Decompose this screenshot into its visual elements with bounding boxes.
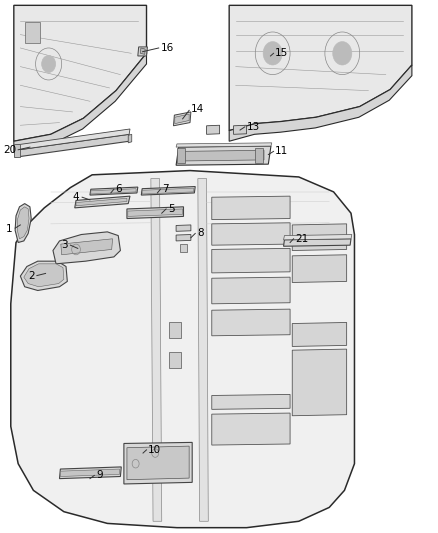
Polygon shape (128, 209, 183, 216)
Polygon shape (15, 134, 129, 157)
Polygon shape (142, 188, 194, 194)
Text: 21: 21 (295, 234, 308, 244)
Polygon shape (127, 207, 184, 219)
Polygon shape (229, 65, 412, 141)
Polygon shape (141, 48, 145, 54)
Text: 8: 8 (197, 229, 204, 238)
Polygon shape (207, 125, 219, 134)
Text: 7: 7 (162, 184, 169, 193)
Polygon shape (20, 261, 67, 290)
Polygon shape (212, 196, 290, 220)
Text: 16: 16 (160, 43, 174, 53)
Polygon shape (15, 204, 31, 243)
Polygon shape (176, 225, 191, 231)
Polygon shape (212, 309, 290, 336)
Polygon shape (24, 264, 64, 287)
Polygon shape (75, 196, 130, 208)
Polygon shape (198, 179, 208, 521)
Text: 2: 2 (28, 271, 35, 281)
Polygon shape (169, 322, 181, 338)
Polygon shape (60, 467, 121, 479)
Polygon shape (255, 148, 263, 163)
Polygon shape (11, 171, 354, 528)
Polygon shape (127, 446, 189, 480)
Polygon shape (76, 198, 127, 206)
Text: 1: 1 (6, 224, 13, 234)
Polygon shape (15, 129, 130, 150)
Polygon shape (212, 277, 290, 304)
Text: 15: 15 (276, 49, 289, 58)
Polygon shape (138, 47, 147, 56)
Polygon shape (173, 112, 191, 126)
Polygon shape (151, 179, 162, 521)
Polygon shape (91, 189, 136, 194)
Text: 3: 3 (62, 240, 68, 250)
Polygon shape (90, 187, 138, 195)
Polygon shape (283, 239, 351, 246)
Polygon shape (14, 5, 146, 141)
Polygon shape (176, 143, 272, 147)
Text: 9: 9 (96, 471, 102, 480)
Polygon shape (180, 244, 187, 252)
Polygon shape (212, 394, 290, 409)
Polygon shape (169, 352, 181, 368)
Polygon shape (177, 148, 185, 163)
Polygon shape (181, 150, 264, 161)
Polygon shape (233, 125, 247, 134)
Polygon shape (229, 5, 412, 131)
Text: 6: 6 (116, 184, 122, 193)
Polygon shape (212, 223, 290, 245)
Polygon shape (14, 144, 20, 157)
Polygon shape (292, 322, 346, 346)
Polygon shape (283, 235, 352, 240)
Polygon shape (25, 22, 40, 43)
Polygon shape (212, 248, 290, 273)
Polygon shape (212, 413, 290, 445)
Polygon shape (292, 349, 346, 416)
Polygon shape (141, 187, 195, 195)
Polygon shape (176, 235, 191, 241)
Circle shape (263, 42, 282, 65)
Polygon shape (124, 442, 192, 484)
Polygon shape (60, 469, 120, 477)
Polygon shape (176, 146, 271, 165)
Text: 11: 11 (276, 147, 289, 156)
Polygon shape (292, 255, 346, 282)
Polygon shape (14, 53, 146, 152)
Text: 13: 13 (247, 122, 260, 132)
Circle shape (333, 42, 352, 65)
Polygon shape (128, 134, 132, 143)
Text: 14: 14 (191, 104, 204, 114)
Polygon shape (292, 224, 346, 251)
Text: 4: 4 (73, 192, 80, 202)
Polygon shape (61, 239, 113, 255)
Polygon shape (17, 207, 29, 239)
Circle shape (42, 55, 56, 72)
Polygon shape (175, 114, 189, 124)
Polygon shape (53, 232, 120, 264)
Text: 10: 10 (148, 445, 161, 455)
Text: 5: 5 (168, 204, 174, 214)
Text: 20: 20 (3, 146, 16, 155)
